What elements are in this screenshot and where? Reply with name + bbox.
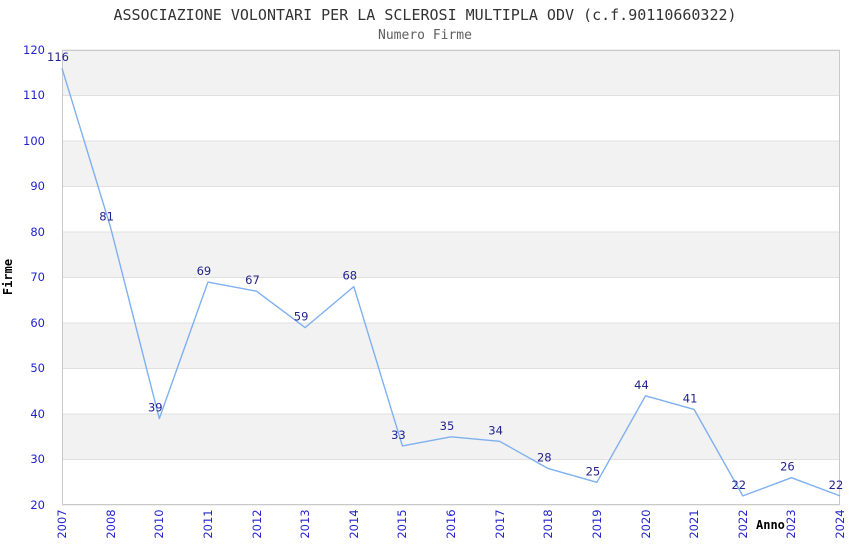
x-tick-label: 2017 xyxy=(492,509,507,539)
data-label: 81 xyxy=(99,210,114,224)
y-tick-label: 120 xyxy=(23,42,45,57)
x-tick-label: 2008 xyxy=(103,509,118,539)
y-tick-label: 80 xyxy=(30,224,45,239)
y-tick-label: 90 xyxy=(30,179,45,193)
data-label: 22 xyxy=(731,478,746,492)
x-tick-label: 2013 xyxy=(298,509,313,539)
x-tick-label: 2021 xyxy=(687,509,702,539)
x-tick-label: 2007 xyxy=(55,509,69,539)
x-tick-label: 2015 xyxy=(395,509,410,539)
plot-band xyxy=(62,459,840,505)
data-label: 34 xyxy=(488,423,503,437)
data-label: 35 xyxy=(440,419,455,433)
x-tick-label: 2019 xyxy=(589,509,604,539)
data-label: 33 xyxy=(391,428,406,442)
plot-band xyxy=(62,323,840,369)
data-label: 69 xyxy=(197,264,212,278)
data-label: 59 xyxy=(294,310,309,324)
plot-band xyxy=(62,368,840,414)
y-tick-label: 100 xyxy=(23,133,45,148)
y-tick-label: 40 xyxy=(30,406,45,421)
data-label: 26 xyxy=(780,460,795,474)
x-tick-label: 2020 xyxy=(638,509,653,539)
plot-band xyxy=(62,141,840,187)
y-tick-label: 50 xyxy=(30,361,45,375)
plot-band xyxy=(62,50,840,96)
data-label: 67 xyxy=(245,273,260,287)
data-label: 41 xyxy=(683,391,698,405)
y-tick-label: 20 xyxy=(30,497,45,512)
x-tick-label: 2024 xyxy=(833,509,847,539)
y-tick-label: 60 xyxy=(30,315,45,330)
x-tick-label: 2022 xyxy=(735,509,750,539)
x-tick-label: 2011 xyxy=(200,509,215,539)
chart-subtitle: Numero Firme xyxy=(378,28,472,43)
plot-band xyxy=(62,186,840,232)
x-tick-label: 2010 xyxy=(152,509,167,539)
plot-band xyxy=(62,95,840,141)
y-tick-label: 110 xyxy=(23,88,45,102)
data-label: 22 xyxy=(829,478,844,492)
data-label: 68 xyxy=(342,269,357,283)
plot-band xyxy=(62,277,840,323)
plot-band xyxy=(62,232,840,278)
x-axis-title: Anno xyxy=(756,518,785,532)
plot-border xyxy=(62,50,840,505)
data-label: 39 xyxy=(148,401,163,415)
data-label: 44 xyxy=(634,378,649,392)
x-tick-label: 2016 xyxy=(444,509,458,539)
x-tick-label: 2023 xyxy=(784,509,799,539)
data-label: 28 xyxy=(537,451,552,465)
y-tick-label: 70 xyxy=(30,270,45,284)
chart-title: ASSOCIAZIONE VOLONTARI PER LA SCLEROSI M… xyxy=(113,6,737,24)
data-line xyxy=(61,67,841,497)
plot-area: 116 81 39 69 67 59 68 33 35 34 28 25 44 41 22 26 22 xyxy=(47,49,843,506)
x-tick-label: 2018 xyxy=(541,509,556,539)
x-tick-label: 2014 xyxy=(346,509,361,539)
x-tick-label: 2012 xyxy=(249,509,264,539)
y-tick-label: 30 xyxy=(30,452,45,466)
data-label: 25 xyxy=(586,464,601,478)
data-label: 116 xyxy=(47,50,69,64)
